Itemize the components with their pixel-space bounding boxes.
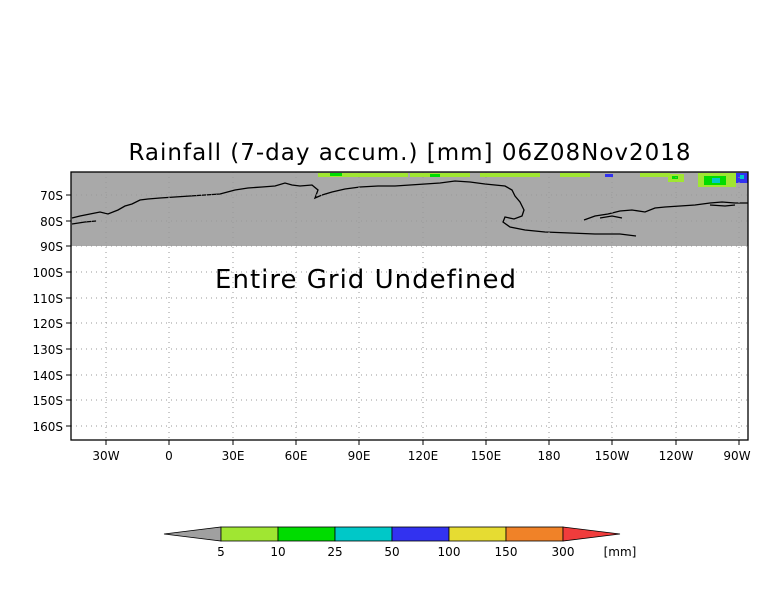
legend-threshold-label: 300 (552, 545, 575, 559)
lat-label: 150S (32, 394, 63, 408)
legend-threshold-label: 10 (270, 545, 285, 559)
lon-label: 60E (285, 449, 308, 463)
lon-label: 90W (723, 449, 750, 463)
legend-swatch (505, 526, 564, 542)
lon-label: 150E (471, 449, 502, 463)
latitude-labels: 70S 80S 90S 100S 110S 120S 130S 140S 150… (32, 189, 63, 434)
legend-swatch-low (163, 526, 222, 542)
undefined-grid-message: Entire Grid Undefined (215, 265, 517, 295)
lat-label: 70S (40, 189, 63, 203)
legend-swatch-high (562, 526, 621, 542)
lon-label: 120E (408, 449, 439, 463)
lon-label: 30W (92, 449, 119, 463)
legend-swatch (334, 526, 393, 542)
legend-labels: 5 10 25 50 100 150 300 [mm] (217, 545, 636, 559)
map-title: Rainfall (7-day accum.) [mm] 06Z08Nov201… (128, 140, 691, 166)
lon-label: 120W (659, 449, 694, 463)
lon-label: 90E (348, 449, 371, 463)
rainfall-speckles (318, 173, 748, 187)
lon-label: 0 (165, 449, 173, 463)
lat-label: 130S (32, 343, 63, 357)
lon-label: 180 (538, 449, 561, 463)
legend-threshold-label: 25 (327, 545, 342, 559)
legend-threshold-label: 5 (217, 545, 225, 559)
legend-threshold-label: 100 (438, 545, 461, 559)
legend-swatch (277, 526, 336, 542)
lon-label: 150W (595, 449, 630, 463)
legend-threshold-label: 50 (384, 545, 399, 559)
legend-swatch (220, 526, 279, 542)
lat-label: 140S (32, 369, 63, 383)
map-frame (70, 171, 749, 441)
lon-label: 30E (222, 449, 245, 463)
lat-label: 160S (32, 420, 63, 434)
legend-swatch (448, 526, 507, 542)
lat-label: 100S (32, 266, 63, 280)
legend-swatch (391, 526, 450, 542)
lat-label: 80S (40, 215, 63, 229)
legend-threshold-label: 150 (495, 545, 518, 559)
lat-label: 120S (32, 317, 63, 331)
antarctica-coastline (71, 180, 748, 237)
lat-label: 90S (40, 240, 63, 254)
longitude-labels: 30W 0 30E 60E 90E 120E 150E 180 150W 120… (92, 449, 750, 463)
lat-label: 110S (32, 292, 63, 306)
axis-ticks (66, 194, 740, 445)
undefined-data-region (71, 172, 748, 246)
legend-unit: [mm] (604, 545, 637, 559)
color-legend (163, 526, 621, 542)
